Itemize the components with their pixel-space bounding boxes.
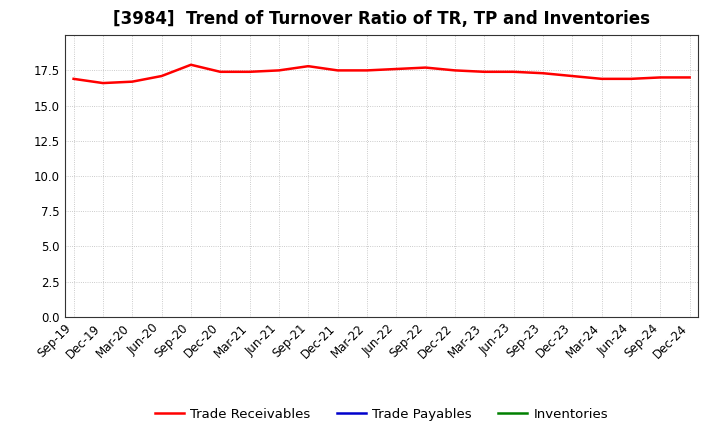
Trade Receivables	[363, 68, 372, 73]
Line: Trade Receivables: Trade Receivables	[73, 65, 690, 83]
Trade Receivables	[598, 76, 606, 81]
Trade Receivables	[539, 70, 547, 76]
Trade Receivables	[216, 69, 225, 74]
Trade Receivables	[274, 68, 283, 73]
Trade Receivables	[568, 73, 577, 79]
Trade Receivables	[392, 66, 400, 72]
Trade Receivables	[451, 68, 459, 73]
Trade Receivables	[421, 65, 430, 70]
Trade Receivables	[69, 76, 78, 81]
Trade Receivables	[333, 68, 342, 73]
Trade Receivables	[246, 69, 254, 74]
Trade Receivables	[685, 75, 694, 80]
Trade Receivables	[186, 62, 195, 67]
Trade Receivables	[656, 75, 665, 80]
Trade Receivables	[128, 79, 137, 84]
Trade Receivables	[509, 69, 518, 74]
Trade Receivables	[157, 73, 166, 79]
Legend: Trade Receivables, Trade Payables, Inventories: Trade Receivables, Trade Payables, Inven…	[149, 402, 614, 426]
Trade Receivables	[304, 63, 312, 69]
Trade Receivables	[99, 81, 107, 86]
Trade Receivables	[480, 69, 489, 74]
Trade Receivables	[626, 76, 635, 81]
Title: [3984]  Trend of Turnover Ratio of TR, TP and Inventories: [3984] Trend of Turnover Ratio of TR, TP…	[113, 10, 650, 28]
